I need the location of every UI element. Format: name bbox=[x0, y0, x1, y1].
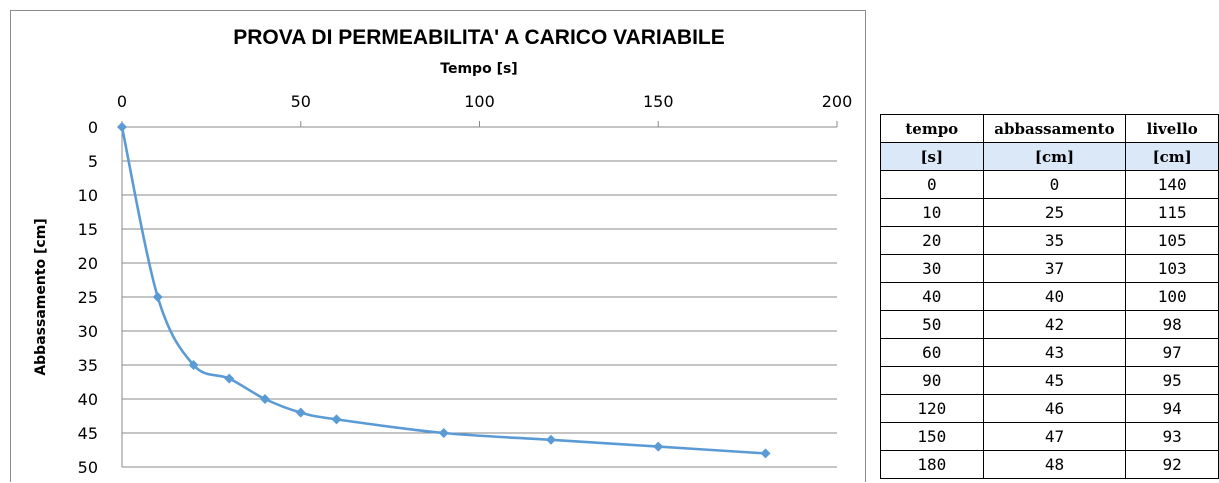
table-cell: 10 bbox=[880, 198, 984, 227]
series-line-0 bbox=[120, 126, 766, 455]
table-cell: 45 bbox=[982, 366, 1127, 395]
y-tick-label: 40 bbox=[78, 390, 98, 409]
table-row: 10 25 115 bbox=[880, 198, 1219, 227]
y-tick-label: 10 bbox=[78, 186, 98, 205]
y-tick-label: 45 bbox=[78, 424, 98, 443]
table-cell: 47 bbox=[982, 422, 1127, 451]
table-cell: tempo bbox=[880, 114, 984, 143]
data-point bbox=[653, 441, 664, 452]
table-cell: 0 bbox=[982, 170, 1127, 199]
data-point bbox=[117, 122, 127, 132]
table-cell: 40 bbox=[880, 282, 984, 311]
table-cell: 35 bbox=[982, 226, 1127, 255]
table-cell: 150 bbox=[880, 422, 984, 451]
table-cell: 20 bbox=[880, 226, 984, 255]
data-point bbox=[438, 428, 449, 438]
y-tick-label: 35 bbox=[78, 356, 98, 375]
data-point bbox=[224, 373, 235, 384]
table-cell: [cm] bbox=[1125, 142, 1219, 171]
table-cell: 46 bbox=[982, 394, 1127, 423]
y-tick-label: 0 bbox=[88, 118, 98, 137]
table-cell: 140 bbox=[1125, 170, 1219, 199]
table-cell: 115 bbox=[1125, 198, 1219, 227]
data-point bbox=[152, 292, 163, 302]
y-tick-label: 50 bbox=[78, 458, 98, 477]
table-row: 50 42 98 bbox=[880, 310, 1219, 339]
permeability-chart: PROVA DI PERMEABILITA' A CARICO VARIABIL… bbox=[33, 26, 853, 477]
table-cell: 0 bbox=[880, 170, 984, 199]
table-row: 0 0 140 bbox=[880, 170, 1219, 199]
table-cell: 97 bbox=[1125, 338, 1219, 367]
data-point bbox=[760, 448, 771, 459]
x-axis-label: Tempo [s] bbox=[440, 61, 517, 77]
table-cell: 93 bbox=[1125, 422, 1219, 451]
table-row: 20 35 105 bbox=[880, 226, 1219, 255]
table-row: 180 48 92 bbox=[880, 450, 1219, 479]
y-tick-label: 20 bbox=[78, 254, 98, 273]
x-tick-label: 150 bbox=[643, 92, 674, 111]
table-cell: 92 bbox=[1125, 450, 1219, 479]
chart-title: PROVA DI PERMEABILITA' A CARICO VARIABIL… bbox=[233, 26, 725, 49]
table-cell: 94 bbox=[1125, 394, 1219, 423]
table-cell: 37 bbox=[982, 254, 1127, 283]
table-units-row: [s] [cm] [cm] bbox=[880, 142, 1219, 171]
x-tick-label: 0 bbox=[117, 92, 127, 111]
table-row: 90 45 95 bbox=[880, 366, 1219, 395]
table-row: 30 37 103 bbox=[880, 254, 1219, 283]
data-point bbox=[260, 394, 270, 404]
x-tick-label: 100 bbox=[464, 92, 495, 111]
y-tick-label: 5 bbox=[88, 152, 98, 171]
chart-frame: PROVA DI PERMEABILITA' A CARICO VARIABIL… bbox=[10, 10, 866, 482]
table-cell: 40 bbox=[982, 282, 1127, 311]
table-cell: 90 bbox=[880, 366, 984, 395]
table-row: 150 47 93 bbox=[880, 422, 1219, 451]
table-cell: [s] bbox=[880, 142, 984, 171]
table-row: 40 40 100 bbox=[880, 282, 1219, 311]
y-tick-label: 15 bbox=[78, 220, 98, 239]
table-cell: 50 bbox=[880, 310, 984, 339]
x-tick-label: 200 bbox=[822, 92, 853, 111]
y-tick-label: 25 bbox=[78, 288, 98, 307]
table-cell: 120 bbox=[880, 394, 984, 423]
table-cell: 30 bbox=[880, 254, 984, 283]
table-cell: 43 bbox=[982, 338, 1127, 367]
table-cell: 48 bbox=[982, 450, 1127, 479]
table-cell: 100 bbox=[1125, 282, 1219, 311]
table-cell: 180 bbox=[880, 450, 984, 479]
table-cell: abbassamento bbox=[982, 114, 1127, 143]
data-point bbox=[331, 414, 342, 425]
table-cell: 95 bbox=[1125, 366, 1219, 395]
data-point bbox=[188, 360, 199, 370]
table-cell: 103 bbox=[1125, 254, 1219, 283]
table-cell: [cm] bbox=[982, 142, 1127, 171]
data-point bbox=[295, 407, 306, 418]
table-cell: livello bbox=[1125, 114, 1219, 143]
table-cell: 98 bbox=[1125, 310, 1219, 339]
data-point bbox=[546, 434, 556, 445]
x-tick-label: 50 bbox=[291, 92, 311, 111]
y-tick-label: 30 bbox=[78, 322, 98, 341]
table-header-row: tempo abbassamento livello bbox=[880, 114, 1219, 143]
table-cell: 60 bbox=[880, 338, 984, 367]
table-row: 120 46 94 bbox=[880, 394, 1219, 423]
table-cell: 25 bbox=[982, 198, 1127, 227]
data-table: tempo abbassamento livello [s] [cm] [cm] 0 0 140… bbox=[880, 114, 1219, 479]
table-cell: 105 bbox=[1125, 226, 1219, 255]
table-cell: 42 bbox=[982, 310, 1127, 339]
y-axis-label: Abbassamento [cm] bbox=[33, 218, 49, 375]
table-row: 60 43 97 bbox=[880, 338, 1219, 367]
